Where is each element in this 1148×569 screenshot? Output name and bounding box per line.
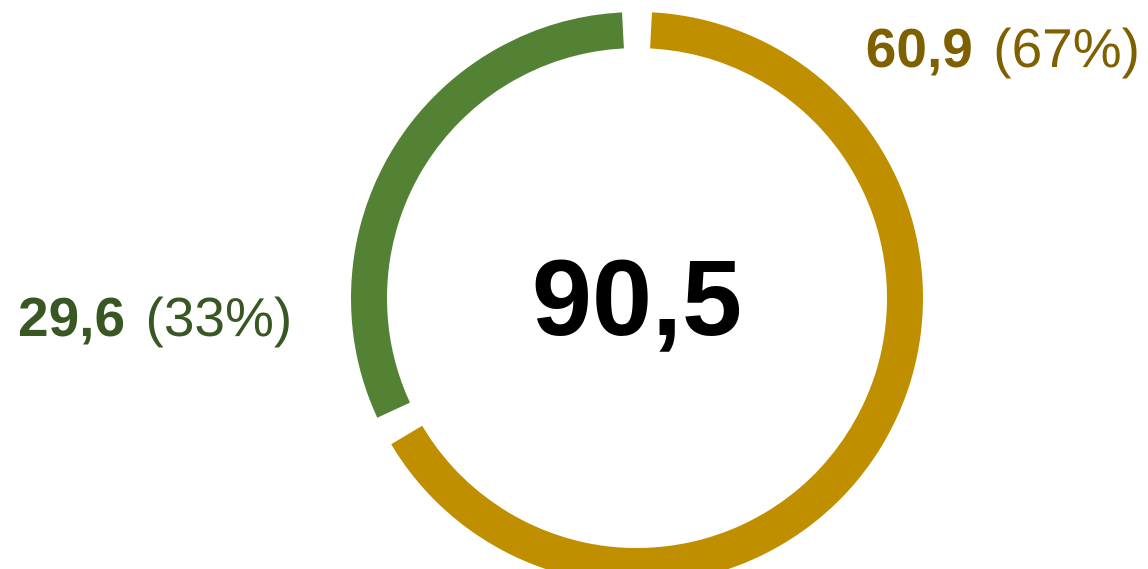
slice-percent-label: (67%) <box>993 17 1140 79</box>
slice-value-label: 60,9 <box>866 17 973 79</box>
donut-slice-0 <box>391 12 923 569</box>
donut-arcs <box>351 12 923 569</box>
slice-label-29-6: 29,6 (33%) <box>18 286 292 348</box>
slice-value-label: 29,6 <box>18 286 125 348</box>
donut-slice-1 <box>351 12 624 418</box>
slice-label-60-9: 60,9 (67%) <box>866 17 1140 79</box>
slice-percent-label: (33%) <box>146 286 293 348</box>
center-total-label: 90,5 <box>532 237 742 358</box>
